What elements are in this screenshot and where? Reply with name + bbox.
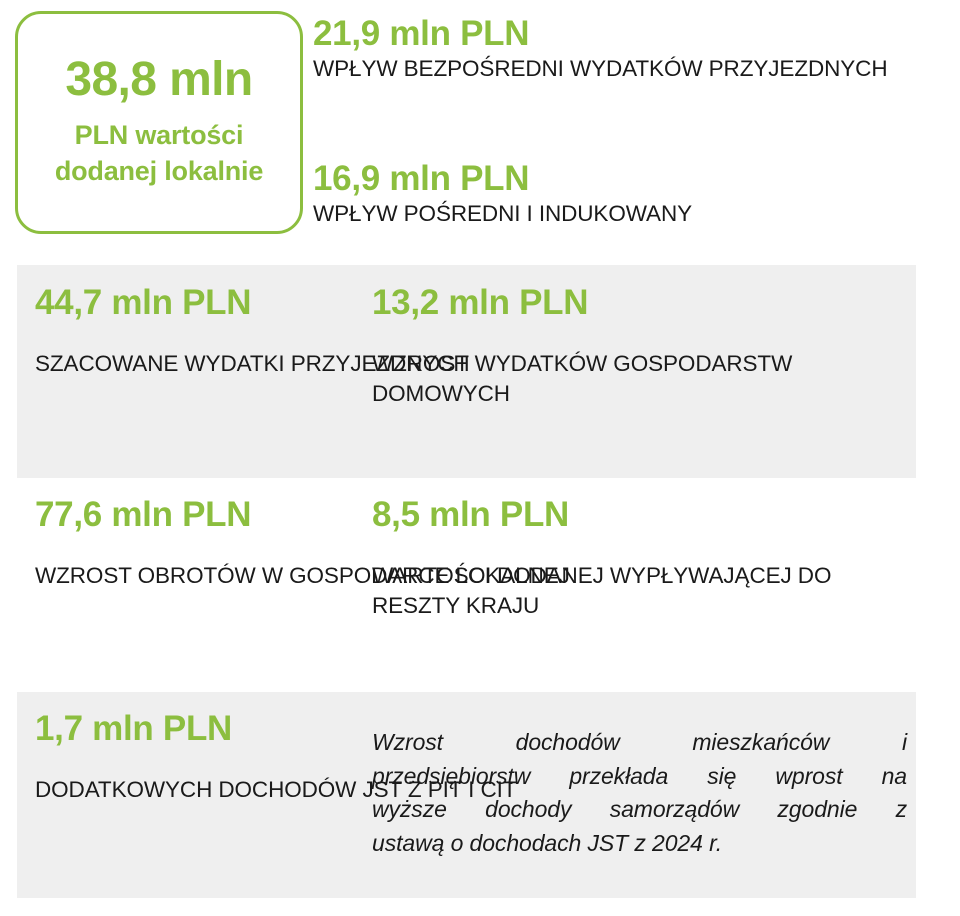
stat-caption: WZROST WYDATKÓW GOSPODARSTW DOMOWYCH [372, 351, 793, 406]
stat-value: 44,7 mln PLN [35, 283, 252, 322]
stat-cell-value-added-outflow: 8,5 mln PLN WARTOŚCI DODANEJ WYPŁYWAJĄCE… [372, 497, 916, 621]
note-line-2: przedsiębiorstw przekłada się wprost na [372, 762, 907, 789]
top-stat-direct-impact: 21,9 mln PLN WPŁYW BEZPOŚREDNI WYDATKÓW … [313, 14, 888, 84]
stat-caption: DODATKOWYCH DOCHODÓW JST Z PIT I CIT [35, 777, 517, 802]
headline-subtitle: PLN wartości dodanej lokalnie [54, 118, 264, 189]
stat-cell-estimated-visitor-spending: 44,7 mln PLN SZACOWANE WYDATKI PRZYJEZDN… [35, 285, 470, 379]
stat-value: 8,5 mln PLN [372, 495, 570, 534]
headline-amount: 38,8 mln [65, 52, 253, 106]
stat-caption: WARTOŚCI DODANEJ WYPŁYWAJĄCEJ DO RESZTY … [372, 563, 832, 618]
headline-highlight-box: 38,8 mln PLN wartości dodanej lokalnie [15, 11, 303, 234]
stat-cell-jst-tax-revenue: 1,7 mln PLN DODATKOWYCH DOCHODÓW JST Z P… [35, 709, 517, 805]
stat-value: 13,2 mln PLN [372, 283, 589, 322]
stat-cell-household-spending-growth: 13,2 mln PLN WZROST WYDATKÓW GOSPODARSTW… [372, 285, 916, 409]
note-line-3: wyższe dochody samorządów zgodnie z [372, 796, 907, 823]
top-summary-section: 38,8 mln PLN wartości dodanej lokalnie 2… [0, 0, 960, 250]
top-stat-value: 21,9 mln PLN [313, 14, 530, 53]
explanatory-note: Wzrost dochodów mieszkańców i przedsiębiors… [372, 726, 907, 860]
stat-row-local-government-revenue: 1,7 mln PLN DODATKOWYCH DOCHODÓW JST Z P… [17, 692, 916, 898]
stat-row-turnover-growth: 77,6 mln PLN WZROST OBROTÓW W GOSPODARCE… [17, 478, 916, 692]
headline-subtitle-line-1: PLN wartości [74, 119, 244, 150]
stat-value: 77,6 mln PLN [35, 495, 252, 534]
stat-row-visitor-spending: 44,7 mln PLN SZACOWANE WYDATKI PRZYJEZDN… [17, 265, 916, 478]
note-line-1: Wzrost dochodów mieszkańców i [372, 729, 907, 755]
top-stat-value: 16,9 mln PLN [313, 159, 530, 198]
stat-caption: WZROST OBROTÓW W GOSPODARCE LOKALNEJ [35, 563, 570, 588]
note-line-4: ustawą o dochodach JST z 2024 r. [372, 829, 723, 856]
stat-cell-local-economy-turnover: 77,6 mln PLN WZROST OBROTÓW W GOSPODARCE… [35, 497, 570, 591]
headline-subtitle-line-2: dodanej lokalnie [54, 155, 264, 186]
top-stat-indirect-impact: 16,9 mln PLN WPŁYW POŚREDNI I INDUKOWANY [313, 161, 692, 229]
top-stat-caption: WPŁYW POŚREDNI I INDUKOWANY [313, 201, 692, 226]
stat-caption: SZACOWANE WYDATKI PRZYJEZDNYCH [35, 351, 470, 376]
stat-value: 1,7 mln PLN [35, 709, 233, 748]
top-stat-caption: WPŁYW BEZPOŚREDNI WYDATKÓW PRZYJEZDNYCH [313, 56, 888, 81]
